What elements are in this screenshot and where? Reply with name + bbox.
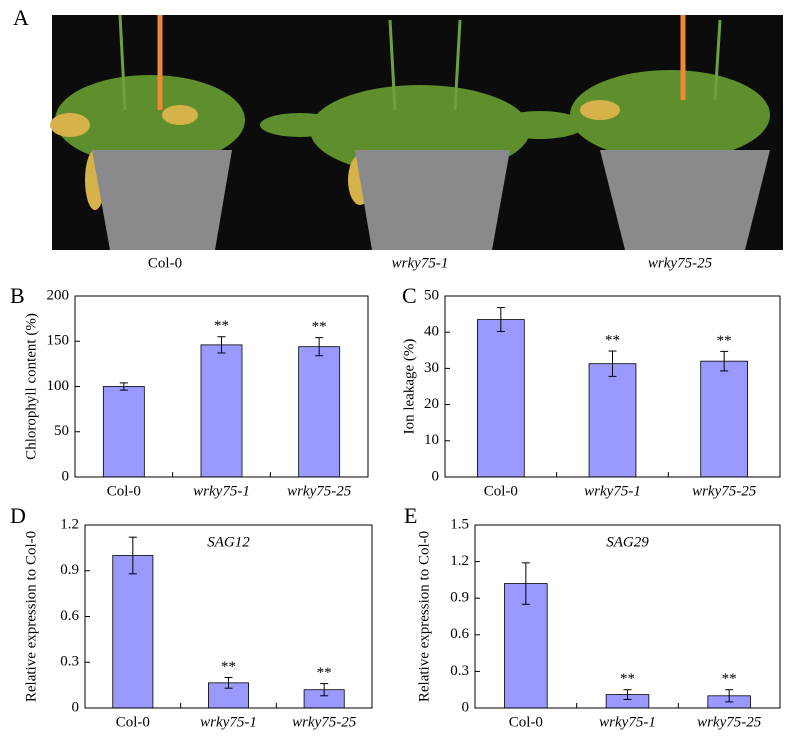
x-tick-label: wrky75-1 xyxy=(599,714,656,730)
y-tick-label: 150 xyxy=(47,333,70,349)
y-axis-label: Relative expression to Col-0 xyxy=(416,531,432,702)
y-tick-label: 0.3 xyxy=(450,663,469,679)
y-tick-label: 0 xyxy=(432,468,440,484)
panel-label: D xyxy=(10,503,26,528)
panel-label: A xyxy=(13,5,29,30)
x-tick-label: wrky75-25 xyxy=(697,714,762,730)
photo xyxy=(50,14,783,250)
significance: ** xyxy=(317,665,332,681)
significance: ** xyxy=(722,671,737,687)
subtitle: SAG12 xyxy=(207,534,250,550)
bar xyxy=(298,346,341,478)
x-tick-label: Col-0 xyxy=(116,714,150,730)
y-tick-label: 40 xyxy=(424,324,439,340)
plot-frame xyxy=(84,524,373,709)
significance: ** xyxy=(620,671,635,687)
bar xyxy=(588,363,637,478)
bar xyxy=(700,360,749,478)
bar xyxy=(476,319,525,478)
x-tick-label: Col-0 xyxy=(484,483,518,499)
subtitle: SAG29 xyxy=(606,534,649,550)
photo-caption: wrky75-1 xyxy=(392,255,449,271)
x-tick-label: wrky75-25 xyxy=(292,714,357,730)
y-tick-label: 0 xyxy=(462,699,470,715)
panel-label: E xyxy=(404,503,417,528)
significance: ** xyxy=(605,332,620,348)
y-tick-label: 0.9 xyxy=(60,562,79,578)
photo-caption: wrky75-25 xyxy=(648,255,713,271)
y-tick-label: 50 xyxy=(54,423,69,439)
significance: ** xyxy=(717,333,732,349)
panel-label: B xyxy=(10,283,25,308)
plot-frame xyxy=(74,295,369,478)
plot-frame xyxy=(444,295,781,478)
panel-label: C xyxy=(402,283,417,308)
y-tick-label: 50 xyxy=(424,287,439,303)
y-tick-label: 10 xyxy=(424,432,439,448)
y-tick-label: 1.5 xyxy=(450,516,469,532)
photo-caption: Col-0 xyxy=(148,255,182,271)
y-tick-label: 0.6 xyxy=(60,608,79,624)
x-tick-label: wrky75-1 xyxy=(193,483,250,499)
bar xyxy=(112,555,154,709)
x-tick-label: wrky75-25 xyxy=(287,483,352,499)
x-tick-label: Col-0 xyxy=(509,714,543,730)
y-tick-label: 100 xyxy=(47,378,70,394)
y-axis-label: Ion leakage (%) xyxy=(401,339,417,435)
x-tick-label: wrky75-1 xyxy=(200,714,257,730)
y-tick-label: 0.6 xyxy=(450,626,469,642)
plot-frame xyxy=(474,524,781,709)
y-tick-label: 30 xyxy=(424,360,439,376)
y-tick-label: 0.9 xyxy=(450,590,469,606)
significance: ** xyxy=(221,659,236,675)
y-tick-label: 20 xyxy=(424,396,439,412)
y-axis-label: Chlorophyll content (%) xyxy=(23,313,39,460)
significance: ** xyxy=(214,318,229,334)
bar xyxy=(200,344,243,478)
bar xyxy=(102,386,145,478)
y-tick-label: 1.2 xyxy=(450,553,469,569)
y-tick-label: 1.2 xyxy=(60,516,79,532)
y-tick-label: 0.3 xyxy=(60,654,79,670)
x-tick-label: wrky75-1 xyxy=(584,483,641,499)
x-tick-label: Col-0 xyxy=(107,483,141,499)
x-tick-label: wrky75-25 xyxy=(692,483,757,499)
significance: ** xyxy=(312,319,327,335)
y-tick-label: 200 xyxy=(47,287,70,303)
y-tick-label: 0 xyxy=(72,699,80,715)
y-axis-label: Relative expression to Col-0 xyxy=(23,531,39,702)
y-tick-label: 0 xyxy=(62,468,70,484)
